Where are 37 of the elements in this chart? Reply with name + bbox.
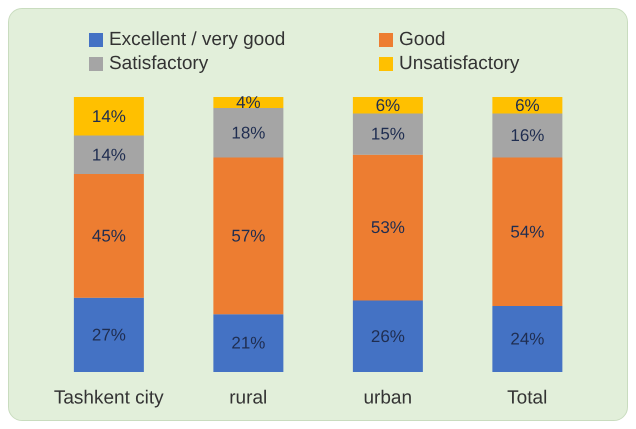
bar (74, 298, 144, 372)
data-label: 54% (510, 222, 544, 242)
data-label: 21% (231, 334, 266, 353)
data-label: 4% (236, 93, 261, 112)
bar (492, 158, 562, 306)
x-tick-label: rural (229, 387, 268, 408)
bar (352, 114, 423, 155)
bar (352, 300, 423, 372)
data-label: 14% (92, 106, 126, 126)
data-label: 45% (92, 226, 126, 246)
data-label: 14% (92, 145, 126, 164)
bar (213, 158, 284, 314)
data-label: 53% (370, 218, 405, 238)
data-label: 6% (376, 96, 400, 115)
bar (74, 174, 144, 298)
data-label: 24% (510, 330, 544, 348)
data-label: 6% (515, 96, 540, 115)
x-tick-label: Tashkent city (54, 387, 164, 408)
data-label: 15% (370, 124, 405, 144)
data-label: 18% (231, 123, 266, 142)
bar (352, 154, 423, 300)
data-label: 27% (92, 325, 126, 344)
legend-label: Good (399, 29, 446, 51)
bar (213, 314, 284, 372)
x-tick-label: urban (363, 387, 412, 408)
data-label: 26% (370, 326, 405, 346)
bar (492, 306, 562, 372)
bar (74, 97, 144, 136)
data-label: 57% (231, 226, 266, 246)
legend-label: Unsatisfactory (399, 53, 520, 75)
data-label: 16% (510, 126, 544, 145)
legend-label: Excellent / very good (109, 29, 286, 51)
legend-label: Satisfactory (109, 53, 208, 75)
bar (492, 114, 562, 158)
x-tick-label: Total (507, 387, 548, 408)
bar (213, 108, 284, 158)
bar (74, 136, 144, 174)
